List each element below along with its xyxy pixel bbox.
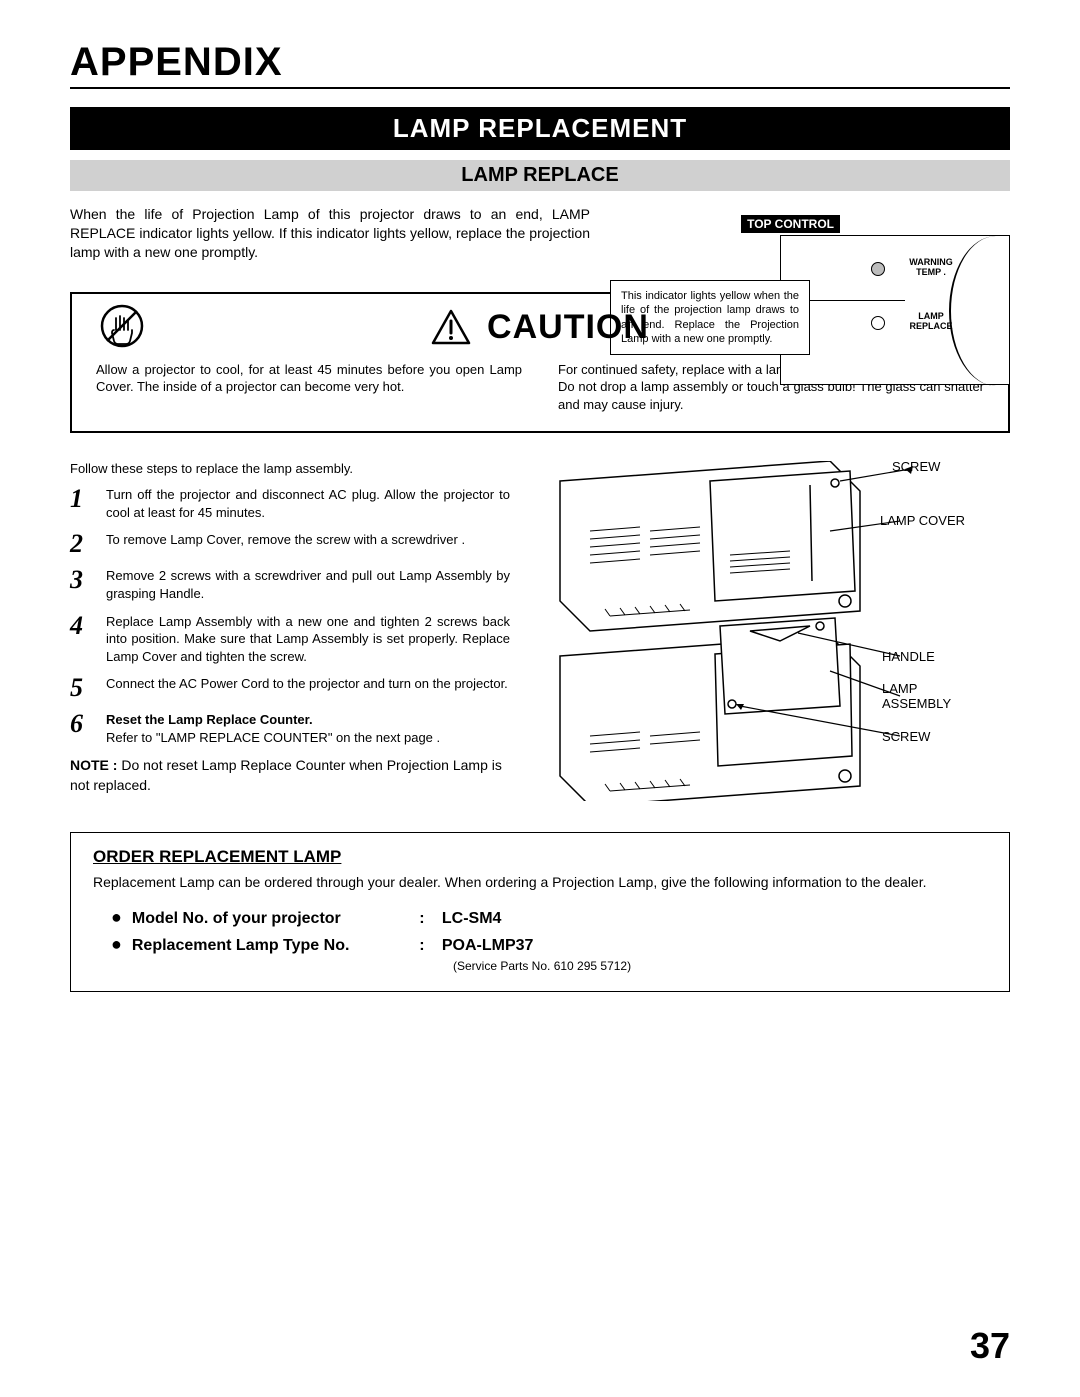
intro-text: When the life of Projection Lamp of this…: [70, 205, 590, 262]
callout-leader-line: [810, 300, 905, 301]
step-4: 4Replace Lamp Assembly with a new one an…: [70, 613, 510, 666]
steps-section: Follow these steps to replace the lamp a…: [70, 461, 1010, 806]
top-control-label: TOP CONTROL: [741, 215, 840, 233]
warning-temp-label: WARNING TEMP .: [901, 258, 961, 278]
step-3: 3Remove 2 screws with a screwdriver and …: [70, 567, 510, 602]
label-lamp-cover: LAMP COVER: [880, 513, 965, 528]
step-6: 6Reset the Lamp Replace Counter.Refer to…: [70, 711, 510, 746]
order-title: ORDER REPLACEMENT LAMP: [93, 847, 987, 867]
order-text: Replacement Lamp can be ordered through …: [93, 873, 987, 893]
label-lamp-assembly: LAMP ASSEMBLY: [882, 681, 972, 711]
caution-title: CAUTION: [487, 308, 649, 347]
intro-section: When the life of Projection Lamp of this…: [70, 205, 1010, 262]
page-number: 37: [970, 1325, 1010, 1367]
service-parts-note: (Service Parts No. 610 295 5712): [93, 959, 987, 973]
warning-led-icon: [871, 262, 885, 276]
caution-left: Allow a projector to cool, for at least …: [96, 361, 522, 414]
label-screw: SCREW: [892, 459, 940, 474]
label-screw2: SCREW: [882, 729, 930, 744]
top-control-diagram: TOP CONTROL WARNING TEMP . LAMP REPLACE …: [610, 205, 1010, 262]
step-5: 5Connect the AC Power Cord to the projec…: [70, 675, 510, 701]
label-handle: HANDLE: [882, 649, 935, 664]
step-2: 2To remove Lamp Cover, remove the screw …: [70, 531, 510, 557]
order-row-model: ● Model No. of your projector : LC-SM4: [93, 907, 987, 928]
step-1: 1Turn off the projector and disconnect A…: [70, 486, 510, 521]
main-banner: LAMP REPLACEMENT: [70, 107, 1010, 150]
warning-triangle-icon: [431, 309, 471, 345]
order-box: ORDER REPLACEMENT LAMP Replacement Lamp …: [70, 832, 1010, 992]
no-touch-icon: [100, 304, 144, 348]
order-row-lamp: ● Replacement Lamp Type No. : POA-LMP37: [93, 934, 987, 955]
lamp-diagram: SCREW LAMP COVER HANDLE LAMP ASSEMBLY SC…: [530, 461, 1010, 806]
note: NOTE : Do not reset Lamp Replace Counter…: [70, 756, 510, 795]
steps-intro: Follow these steps to replace the lamp a…: [70, 461, 510, 476]
page-title: APPENDIX: [70, 40, 1010, 89]
sub-banner: LAMP REPLACE: [70, 160, 1010, 191]
